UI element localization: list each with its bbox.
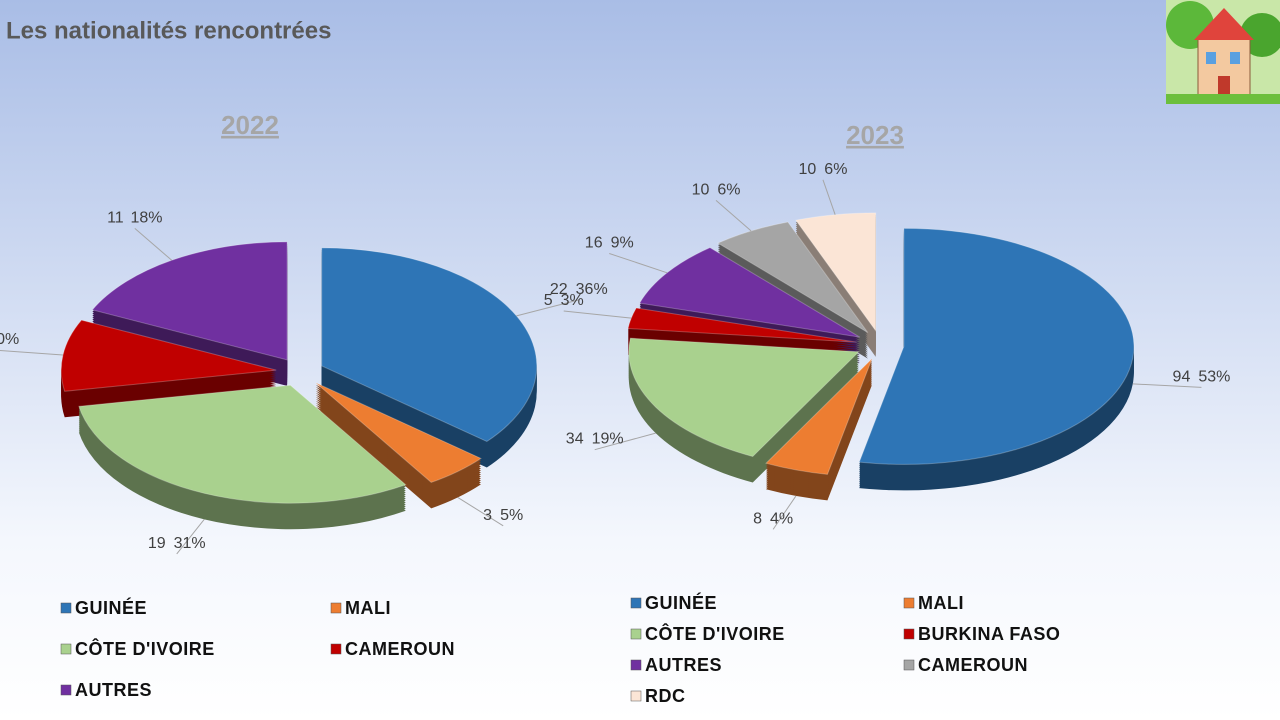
slide-title: Les nationalités rencontrées <box>6 17 331 44</box>
legend-label: BURKINA FASO <box>918 624 1060 644</box>
percent-label: 6% <box>717 182 740 199</box>
value-label: 5 <box>544 292 553 309</box>
value-label: 10 <box>799 161 817 178</box>
percent-label: 53% <box>1198 369 1230 386</box>
data-label: 10 6% <box>692 182 741 199</box>
legend-swatch <box>630 659 642 671</box>
data-label: 22 36% <box>550 281 608 298</box>
legend-swatch <box>630 690 642 702</box>
legend-swatch <box>60 643 72 655</box>
percent-label: 4% <box>770 511 793 528</box>
leader-line <box>1132 383 1202 388</box>
data-label: 5 3% <box>544 292 584 309</box>
percent-label: 6% <box>824 161 847 178</box>
data-label: 610% <box>0 331 19 348</box>
leader-line <box>715 200 752 232</box>
slice <box>765 358 873 475</box>
legend-label: MALI <box>345 598 391 618</box>
legend-swatch <box>60 602 72 614</box>
value-label: 94 <box>1173 369 1191 386</box>
leader-line <box>457 497 504 527</box>
legend-label: RDC <box>645 686 686 706</box>
data-label: 16 9% <box>585 235 634 252</box>
value-label: 10 <box>692 182 710 199</box>
data-label: 11 18% <box>107 210 162 227</box>
value-label: 3 <box>483 507 492 524</box>
legend-swatch <box>630 628 642 640</box>
pie <box>627 212 1135 501</box>
slice <box>91 241 288 361</box>
legend-label: GUINÉE <box>75 597 147 618</box>
logo <box>1166 0 1280 104</box>
percent-label: 18% <box>131 210 163 227</box>
slice <box>315 382 482 483</box>
percent-label: 5% <box>500 507 523 524</box>
pie <box>60 241 538 530</box>
legend-label: AUTRES <box>645 655 722 675</box>
legend-label: CAMEROUN <box>345 639 455 659</box>
data-label: 94 53% <box>1173 369 1231 386</box>
leader-line <box>0 350 64 356</box>
legend-swatch <box>60 684 72 696</box>
data-label: 3 5% <box>483 507 523 524</box>
legend-swatch <box>330 643 342 655</box>
legend-label: CÔTE D'IVOIRE <box>75 638 215 659</box>
slice <box>321 247 538 443</box>
leader-line <box>176 519 205 555</box>
percent-label: 10% <box>0 331 19 348</box>
percent-label: 9% <box>611 235 634 252</box>
slice <box>638 247 861 338</box>
chart-title: 2022 <box>221 110 279 140</box>
slice <box>60 319 277 392</box>
legend-label: CÔTE D'IVOIRE <box>645 623 785 644</box>
legend-label: AUTRES <box>75 680 152 700</box>
legend-swatch <box>903 597 915 609</box>
leader-line <box>516 299 579 317</box>
leader-line <box>772 495 797 530</box>
leader-line <box>594 432 656 451</box>
percent-label: 31% <box>174 535 206 552</box>
percent-label: 3% <box>561 292 584 309</box>
slice <box>78 384 407 504</box>
legend-swatch <box>630 597 642 609</box>
value-label: 34 <box>566 431 584 448</box>
leader-line <box>134 228 173 261</box>
data-label: 34 19% <box>566 431 624 448</box>
slice <box>628 337 860 458</box>
data-label: 10 6% <box>799 161 848 178</box>
leader-line <box>609 253 668 274</box>
legend-swatch <box>903 659 915 671</box>
legend-label: GUINÉE <box>645 592 717 613</box>
leader-line <box>563 310 632 319</box>
legend-swatch <box>330 602 342 614</box>
legend-label: CAMEROUN <box>918 655 1028 675</box>
data-label: 19 31% <box>148 535 206 552</box>
slice <box>794 212 877 333</box>
slice <box>716 221 869 334</box>
slice <box>858 227 1135 465</box>
value-label: 19 <box>148 535 166 552</box>
value-label: 22 <box>550 281 568 298</box>
value-label: 16 <box>585 235 603 252</box>
percent-label: 19% <box>592 431 624 448</box>
legend-label: MALI <box>918 593 964 613</box>
value-label: 11 <box>107 210 124 227</box>
leader-line <box>822 179 836 215</box>
legend-swatch <box>903 628 915 640</box>
value-label: 8 <box>753 511 762 528</box>
percent-label: 36% <box>576 281 608 298</box>
chart-title: 2023 <box>846 120 904 150</box>
data-label: 8 4% <box>753 511 793 528</box>
